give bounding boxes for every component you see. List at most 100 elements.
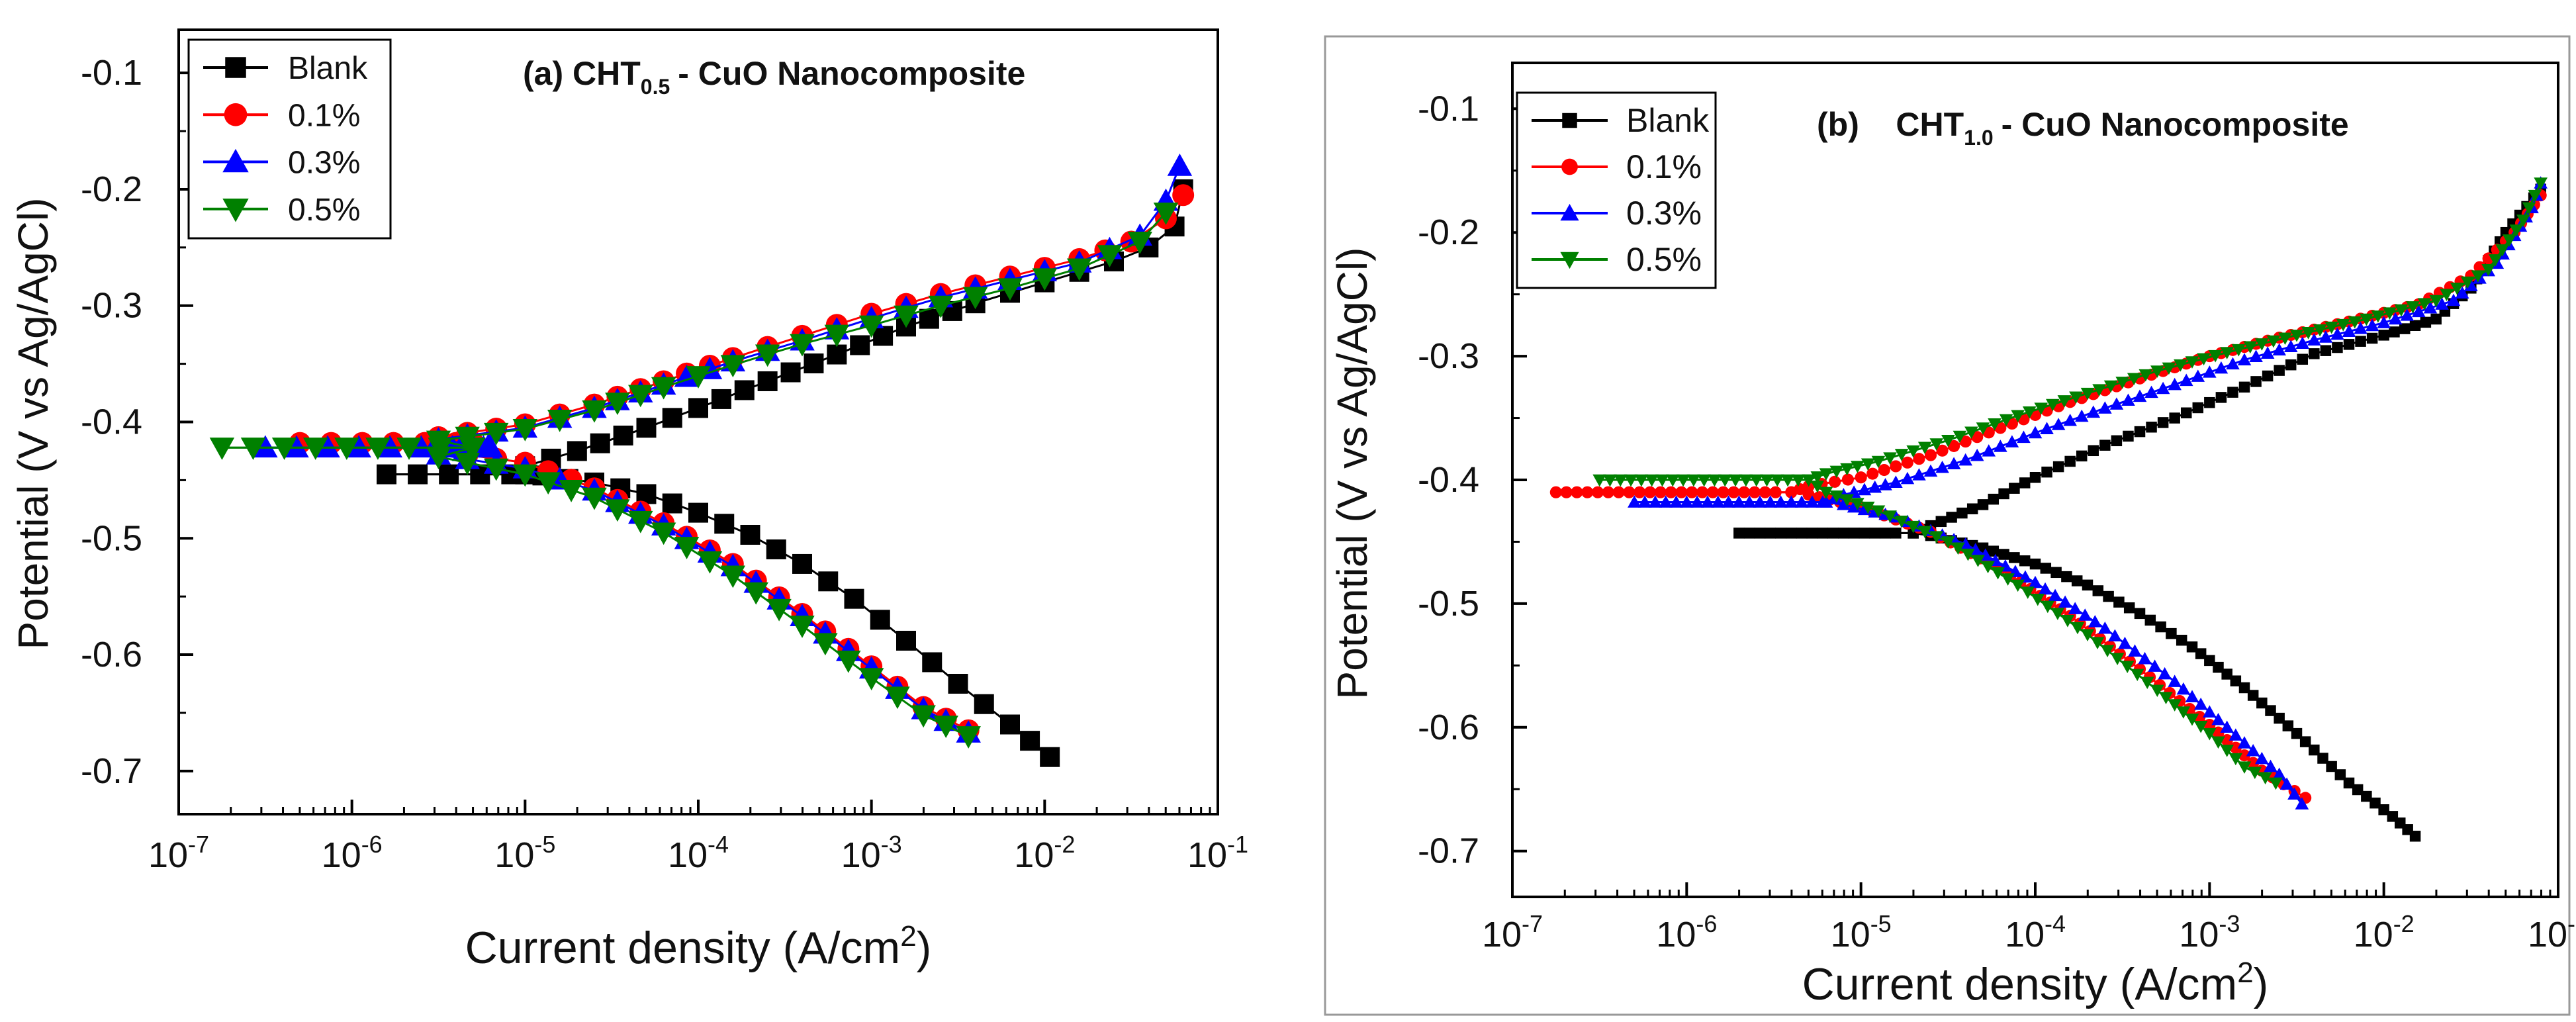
data-point bbox=[2297, 353, 2309, 365]
data-point bbox=[1172, 184, 1195, 207]
legend-label: 0.1% bbox=[288, 98, 360, 133]
data-point bbox=[870, 610, 890, 630]
data-point bbox=[2221, 669, 2232, 680]
data-point bbox=[377, 464, 396, 485]
data-point bbox=[2389, 326, 2400, 338]
data-point bbox=[2274, 365, 2285, 376]
data-point bbox=[850, 335, 870, 355]
data-point bbox=[2155, 621, 2166, 633]
data-point bbox=[1770, 474, 1784, 487]
data-point bbox=[2417, 298, 2432, 310]
data-point bbox=[2193, 720, 2208, 733]
data-point bbox=[2400, 308, 2415, 321]
data-point bbox=[1759, 486, 1771, 498]
data-point bbox=[2060, 615, 2075, 627]
data-point bbox=[2098, 621, 2112, 634]
data-point bbox=[1889, 475, 1903, 488]
data-point bbox=[766, 539, 786, 559]
data-point bbox=[1665, 474, 1680, 487]
data-point bbox=[2320, 345, 2332, 356]
data-point bbox=[2046, 398, 2060, 412]
data-point bbox=[1686, 486, 1698, 498]
x-tick-label: 10-1 bbox=[2528, 910, 2576, 954]
data-point bbox=[2195, 648, 2207, 659]
data-point bbox=[896, 630, 916, 651]
data-point bbox=[2063, 413, 2077, 426]
data-point bbox=[2272, 767, 2286, 780]
data-point bbox=[1127, 232, 1152, 254]
data-point bbox=[1753, 495, 1767, 508]
data-point bbox=[547, 409, 573, 432]
data-point bbox=[1866, 467, 1879, 480]
data-point bbox=[766, 598, 792, 622]
data-point bbox=[1827, 528, 1839, 539]
data-point bbox=[2156, 381, 2170, 395]
data-point bbox=[2150, 365, 2164, 378]
data-point bbox=[2191, 369, 2205, 382]
data-point bbox=[2247, 690, 2259, 701]
data-point bbox=[2082, 579, 2093, 591]
y-tick-label: -0.5 bbox=[1418, 584, 1479, 624]
data-point bbox=[2204, 655, 2215, 667]
data-point bbox=[1883, 510, 1897, 523]
data-point bbox=[2522, 202, 2536, 215]
data-point bbox=[2111, 435, 2123, 447]
data-point bbox=[2238, 749, 2251, 762]
data-point bbox=[1742, 495, 1757, 508]
data-point bbox=[377, 435, 402, 458]
data-point bbox=[894, 305, 919, 328]
data-point bbox=[2017, 430, 2031, 443]
data-point bbox=[2021, 586, 2035, 599]
data-point bbox=[688, 398, 708, 418]
data-point bbox=[2068, 602, 2082, 614]
data-point bbox=[628, 510, 653, 534]
panel-a-legend: Blank 0.1% 0.3% 0.5% bbox=[187, 38, 392, 240]
data-point bbox=[1810, 471, 1825, 484]
data-point bbox=[2133, 389, 2147, 402]
data-point bbox=[636, 418, 657, 438]
data-point bbox=[2186, 641, 2198, 653]
data-point bbox=[1861, 501, 1875, 514]
data-point bbox=[2080, 387, 2095, 400]
data-point bbox=[1869, 528, 1880, 539]
data-point bbox=[1894, 449, 1909, 461]
data-point bbox=[2220, 745, 2234, 757]
data-point bbox=[858, 668, 884, 690]
data-point bbox=[483, 458, 509, 481]
panel-a-chart: 10-7 10-6 10-5 10-4 10-3 10-2 10-1 -0.1 -0.2 -0.3… bbox=[9, 28, 1248, 973]
data-point bbox=[2378, 330, 2389, 341]
panel-a-x-axis-title: Current density (A/cm2) bbox=[465, 920, 932, 973]
data-point bbox=[2022, 406, 2037, 419]
data-point bbox=[1686, 474, 1701, 487]
data-point bbox=[1784, 495, 1798, 508]
y-tick-label: -0.3 bbox=[1418, 336, 1479, 376]
data-point bbox=[1982, 444, 1996, 457]
y-tick-label: -0.2 bbox=[81, 169, 142, 209]
panel-b-x-axis-title: Current density (A/cm2) bbox=[1802, 956, 2269, 1009]
data-point bbox=[734, 380, 755, 400]
data-point bbox=[2446, 293, 2461, 306]
data-point bbox=[1998, 549, 2009, 560]
data-point bbox=[1923, 464, 1938, 477]
data-point bbox=[2473, 261, 2486, 273]
data-point bbox=[714, 514, 735, 534]
data-point bbox=[743, 582, 768, 605]
data-point bbox=[2285, 359, 2297, 371]
data-point bbox=[651, 377, 676, 400]
x-tick-label: 10-6 bbox=[1656, 910, 1717, 954]
data-point bbox=[1634, 474, 1649, 487]
legend-marker bbox=[1562, 113, 1577, 128]
x-tick-label: 10-3 bbox=[2179, 910, 2240, 954]
data-point bbox=[757, 371, 778, 391]
data-point bbox=[253, 435, 278, 458]
data-point bbox=[2115, 377, 2129, 389]
data-point bbox=[2123, 430, 2134, 442]
data-point bbox=[686, 366, 711, 389]
data-point bbox=[1959, 435, 1972, 448]
data-point bbox=[2144, 385, 2158, 398]
data-point bbox=[1935, 516, 1947, 528]
data-point bbox=[2040, 422, 2054, 434]
data-point bbox=[1961, 548, 1975, 561]
data-point bbox=[2176, 682, 2191, 695]
